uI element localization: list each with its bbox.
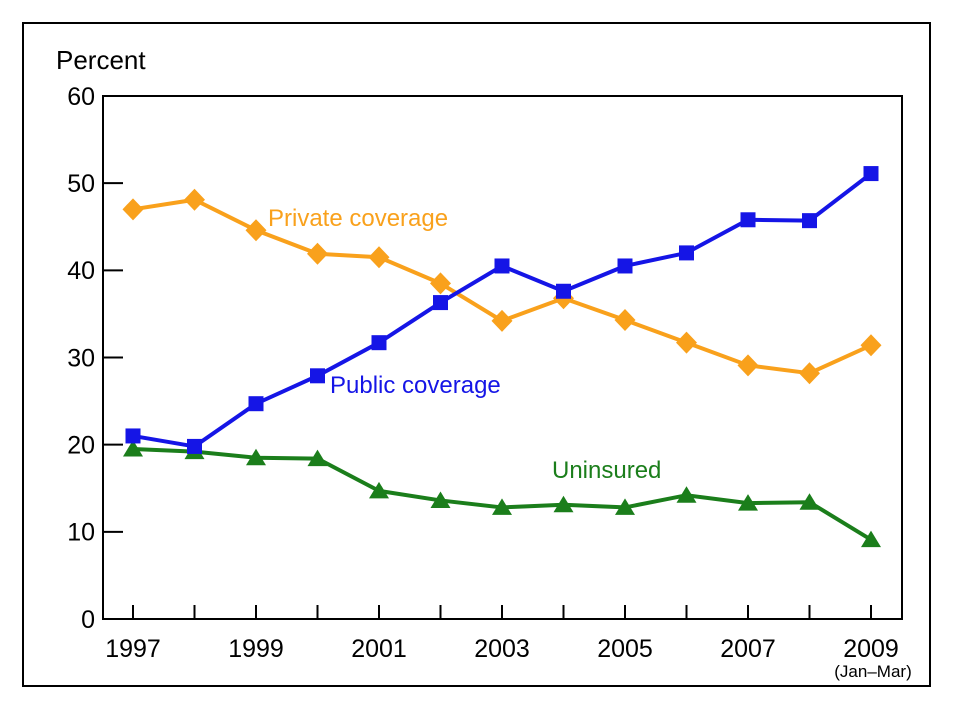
y-axis-title: Percent (56, 45, 146, 75)
y-tick-label-30: 30 (67, 344, 95, 372)
marker-uninsured-2008 (799, 493, 820, 510)
series-line-uninsured (132, 447, 873, 542)
y-tick-label-0: 0 (81, 606, 95, 634)
y-tick-label-40: 40 (67, 257, 95, 285)
marker-uninsured-2002 (430, 491, 451, 508)
marker-public-coverage-2000 (310, 368, 325, 384)
series-label-uninsured: Uninsured (552, 457, 662, 484)
x-axis-subnote: (Jan–Mar) (834, 662, 912, 681)
marker-private-coverage-2009 (860, 334, 882, 357)
marker-uninsured-2007 (738, 494, 758, 511)
marker-private-coverage-2006 (676, 331, 697, 354)
y-tick-label-60: 60 (67, 83, 95, 111)
plot-border (102, 95, 903, 620)
marker-public-coverage-1997 (125, 428, 141, 444)
series-label-private-coverage: Private coverage (268, 205, 449, 232)
marker-uninsured-1999 (246, 448, 266, 466)
marker-public-coverage-2004 (556, 283, 571, 299)
marker-private-coverage-2000 (307, 242, 328, 265)
marker-public-coverage-2007 (740, 212, 756, 228)
series-line-private-coverage (132, 197, 872, 376)
y-tick-label-50: 50 (67, 170, 95, 198)
x-tick-label-2003: 2003 (474, 635, 530, 663)
y-tick-label-20: 20 (67, 431, 95, 459)
x-tick-label-2001: 2001 (351, 635, 407, 663)
x-tick-label-2005: 2005 (597, 635, 653, 663)
marker-private-coverage-2005 (614, 309, 636, 332)
marker-public-coverage-2002 (433, 295, 448, 311)
x-tick-label-1997: 1997 (105, 635, 161, 663)
x-tick-label-1999: 1999 (228, 635, 284, 663)
marker-private-coverage-2003 (491, 309, 513, 332)
marker-private-coverage-2002 (430, 272, 451, 295)
x-tick-label-2009: 2009 (843, 635, 899, 663)
marker-private-coverage-1998 (184, 188, 205, 211)
marker-private-coverage-2008 (799, 362, 820, 385)
marker-uninsured-2000 (307, 449, 328, 467)
series-label-public-coverage: Public coverage (330, 372, 501, 399)
marker-private-coverage-2001 (368, 246, 390, 269)
marker-uninsured-2001 (369, 481, 389, 499)
marker-uninsured-2003 (492, 498, 512, 515)
marker-public-coverage-2003 (494, 258, 510, 274)
marker-uninsured-2006 (676, 486, 697, 503)
marker-public-coverage-2006 (679, 245, 694, 261)
marker-public-coverage-2001 (371, 335, 387, 351)
x-tick-label-2007: 2007 (720, 635, 776, 663)
marker-public-coverage-2008 (802, 213, 817, 229)
marker-private-coverage-1997 (122, 198, 144, 221)
outer-frame (22, 22, 931, 687)
marker-public-coverage-2009 (863, 166, 879, 182)
marker-uninsured-1997 (123, 440, 143, 457)
marker-private-coverage-2007 (737, 354, 759, 377)
marker-public-coverage-1999 (248, 396, 264, 412)
marker-public-coverage-1998 (187, 438, 202, 454)
marker-private-coverage-1999 (245, 219, 267, 242)
marker-public-coverage-2005 (617, 258, 633, 274)
marker-uninsured-2004 (553, 495, 574, 513)
marker-uninsured-2005 (615, 498, 635, 515)
y-tick-label-10: 10 (67, 519, 95, 547)
marker-uninsured-2009 (861, 530, 881, 548)
